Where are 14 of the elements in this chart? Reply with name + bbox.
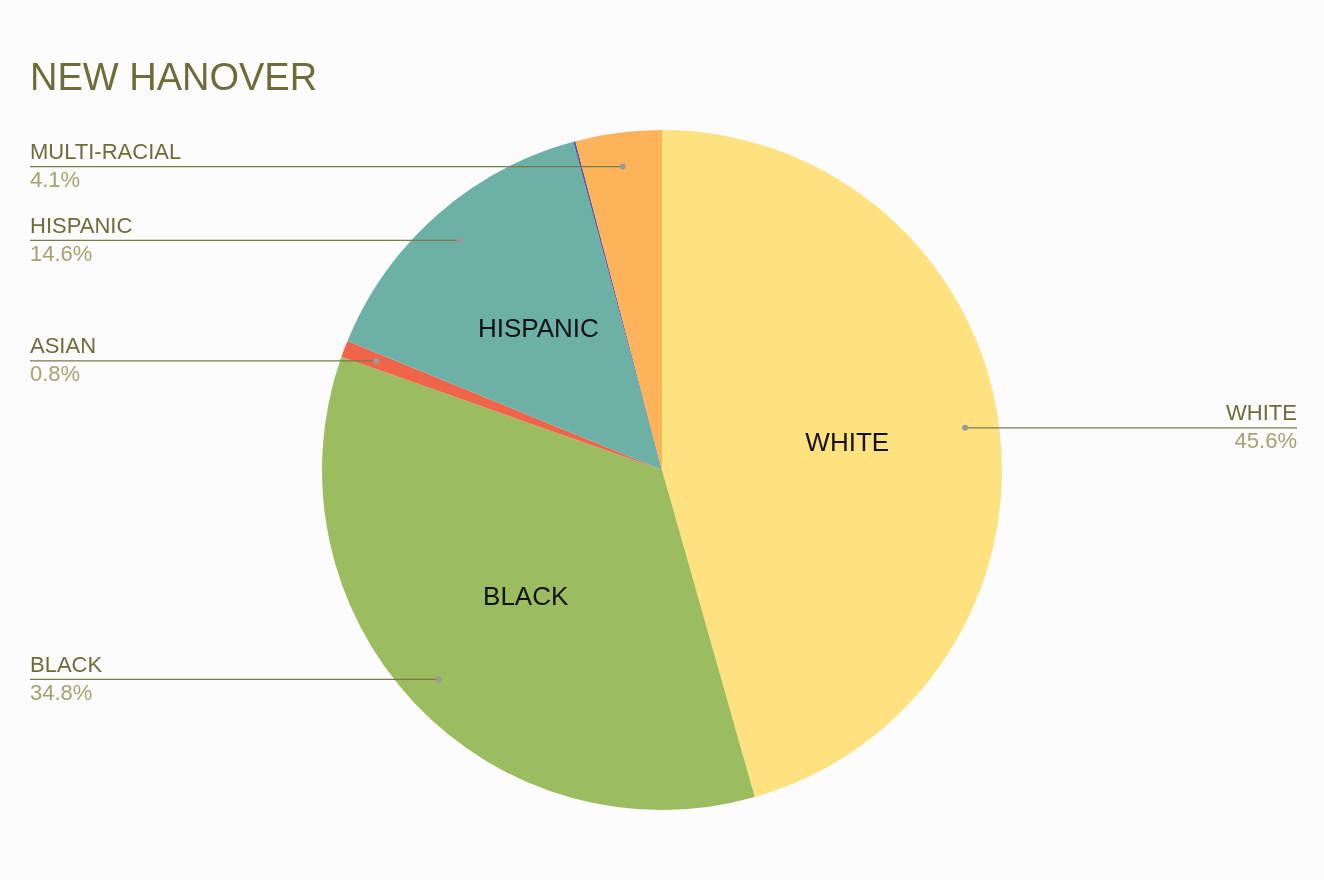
data-label: 45.6% xyxy=(1234,427,1297,453)
chart-title: NEW HANOVER xyxy=(30,56,318,99)
data-label: 0.8% xyxy=(30,361,81,386)
slice-label: WHITE xyxy=(1226,399,1297,425)
slice-label: BLACK xyxy=(30,651,103,677)
data-label: 14.6% xyxy=(30,240,93,266)
slice-label: ASIAN xyxy=(30,333,97,358)
data-label: 4.1% xyxy=(30,166,81,192)
slice-label: HISPANIC xyxy=(30,212,133,238)
slice-label: BLACK xyxy=(483,581,569,612)
data-label: 34.8% xyxy=(30,679,93,705)
slice-label: WHITE xyxy=(805,427,890,458)
slice-label: MULTI-RACIAL xyxy=(30,138,182,164)
slice-label: HISPANIC xyxy=(477,312,599,343)
